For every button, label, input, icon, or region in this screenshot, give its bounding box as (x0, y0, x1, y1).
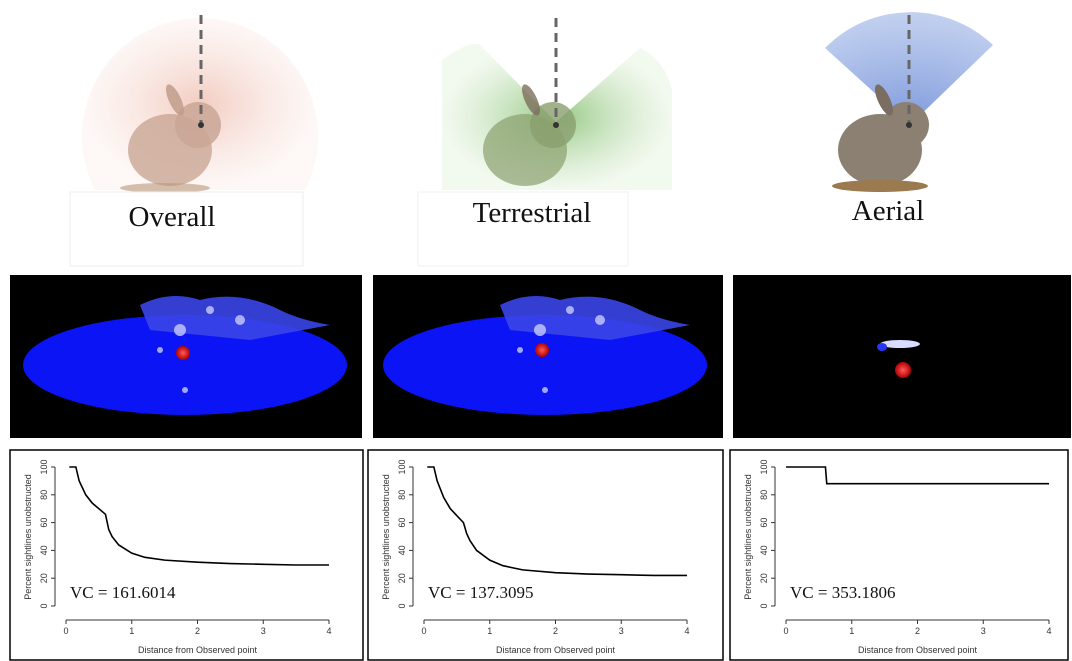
y-tick-label: 100 (397, 459, 407, 474)
figure: Overall Terrestrial Aerial 0204060801000… (0, 0, 1072, 661)
x-axis-label: Distance from Observed point (138, 645, 258, 655)
y-axis-label: Percent sightlines unobstructed (23, 474, 33, 600)
x-axis-label: Distance from Observed point (858, 645, 978, 655)
y-tick-label: 100 (39, 459, 49, 474)
y-tick-label: 60 (397, 518, 407, 528)
x-tick-label: 4 (1046, 626, 1051, 636)
x-tick-label: 3 (261, 626, 266, 636)
x-tick-label: 4 (684, 626, 689, 636)
y-tick-label: 100 (759, 459, 769, 474)
x-tick-label: 3 (981, 626, 986, 636)
y-tick-label: 40 (759, 545, 769, 555)
data-line (786, 467, 1049, 484)
panel-header: Aerial (852, 195, 924, 227)
data-line (427, 467, 687, 575)
y-tick-label: 20 (759, 573, 769, 583)
x-tick-label: 1 (487, 626, 492, 636)
y-tick-label: 0 (759, 603, 769, 608)
annotation: VC = 353.1806 (790, 583, 895, 602)
y-tick-label: 20 (397, 573, 407, 583)
x-tick-label: 2 (553, 626, 558, 636)
x-tick-label: 1 (129, 626, 134, 636)
y-tick-label: 60 (39, 518, 49, 528)
annotation: VC = 161.6014 (70, 583, 176, 602)
panel-header: Overall (129, 201, 216, 233)
panel-header: Terrestrial (473, 197, 592, 229)
y-tick-label: 40 (39, 545, 49, 555)
y-tick-label: 80 (39, 490, 49, 500)
x-axis-label: Distance from Observed point (496, 645, 616, 655)
x-tick-label: 4 (326, 626, 331, 636)
x-tick-label: 0 (421, 626, 426, 636)
y-tick-label: 40 (397, 545, 407, 555)
overall-rendering (10, 275, 362, 438)
y-axis-label: Percent sightlines unobstructed (743, 474, 753, 600)
x-tick-label: 0 (783, 626, 788, 636)
x-tick-label: 2 (195, 626, 200, 636)
y-tick-label: 80 (759, 490, 769, 500)
aerial-rendering (733, 275, 1071, 438)
terrestrial-rendering (373, 275, 723, 438)
x-tick-label: 1 (849, 626, 854, 636)
panel-frame (730, 450, 1068, 660)
x-tick-label: 3 (619, 626, 624, 636)
aerial-illustration (825, 12, 993, 192)
annotation: VC = 137.3095 (428, 583, 533, 602)
data-line (69, 467, 329, 565)
y-tick-label: 20 (39, 573, 49, 583)
y-tick-label: 0 (39, 603, 49, 608)
y-tick-label: 60 (759, 518, 769, 528)
x-tick-label: 0 (63, 626, 68, 636)
y-axis-label: Percent sightlines unobstructed (381, 474, 391, 600)
y-tick-label: 80 (397, 490, 407, 500)
x-tick-label: 2 (915, 626, 920, 636)
y-tick-label: 0 (397, 603, 407, 608)
